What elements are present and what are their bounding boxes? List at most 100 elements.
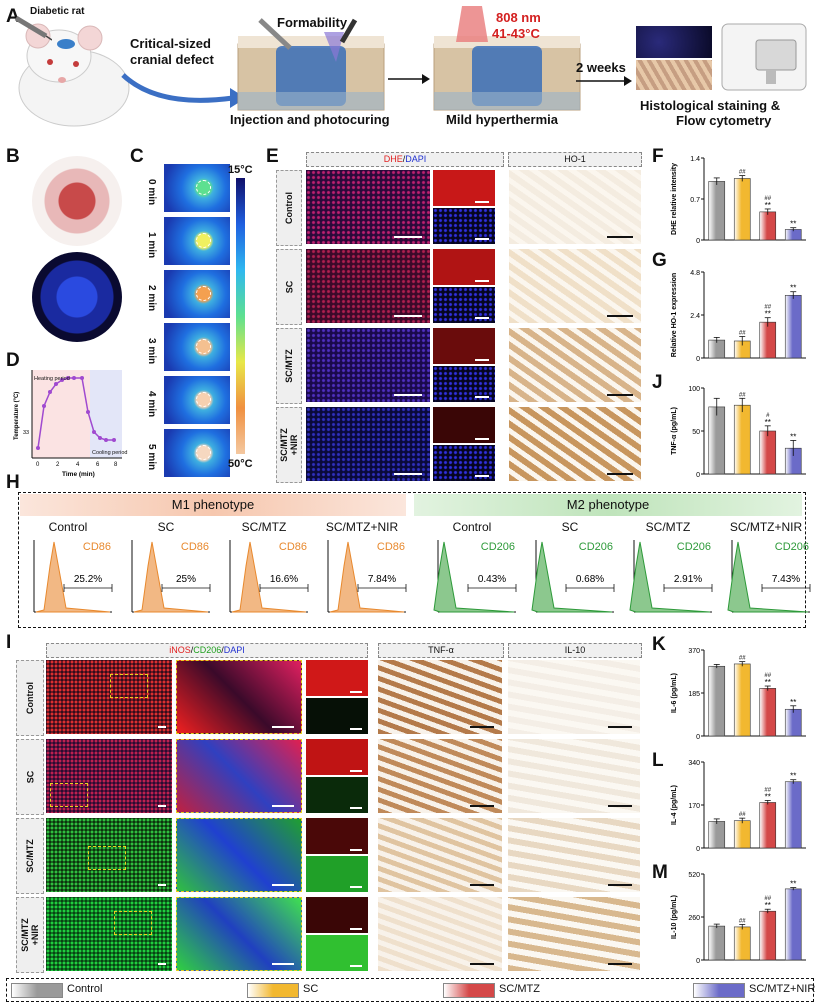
flow-histogram: CD86 25.2% <box>33 540 113 613</box>
panel-label-l: L <box>652 750 664 771</box>
histogram-peak <box>629 541 711 613</box>
y-axis-label: Relative HO-1 expression <box>671 273 678 357</box>
i-row-label-text: SC/MTZ +NIR <box>20 918 40 952</box>
e-header-ho1: HO-1 <box>508 152 642 167</box>
bar <box>708 339 726 359</box>
panel-label-f: F <box>652 146 664 167</box>
scale-bar <box>607 473 633 475</box>
ho1-ihc-image <box>509 249 641 323</box>
scale-bar <box>158 726 166 728</box>
marker-label: CD86 <box>181 541 209 553</box>
thermal-colorbar <box>236 178 245 454</box>
scale-bar <box>350 886 362 888</box>
syringe-icon <box>14 15 52 41</box>
significance-mark: ## <box>764 305 771 311</box>
y-tick-label: 2.4 <box>690 313 700 320</box>
scale-bar <box>608 805 632 807</box>
bar <box>784 708 802 737</box>
step3-label-1: Histological staining & <box>640 98 781 113</box>
bar <box>759 910 777 961</box>
d-xlabel: Time (min) <box>62 471 95 478</box>
scale-bar <box>272 884 294 886</box>
scale-bar <box>608 884 632 886</box>
dhe-channel-image <box>433 170 495 206</box>
significance-mark: ## <box>739 331 746 337</box>
panel-label-i: I <box>6 632 12 653</box>
scale-bar <box>272 726 294 728</box>
il10-ihc-image <box>508 897 640 971</box>
photocuring-photo <box>32 252 122 342</box>
legend-swatch <box>443 983 495 998</box>
flow-histogram: CD86 25% <box>131 540 211 613</box>
bar <box>759 802 777 849</box>
significance-mark: ## <box>764 896 771 902</box>
formability-label: Formability <box>277 15 348 30</box>
ho1-ihc-image <box>509 328 641 402</box>
thermal-time-label: 5 min <box>146 444 157 471</box>
gate-percentage: 7.43% <box>772 574 800 585</box>
gate-percentage: 0.43% <box>478 574 506 585</box>
significance-mark: ** <box>765 310 771 319</box>
heating-label: Heating period <box>34 376 70 382</box>
flow-group-title: SC/MTZ+NIR <box>325 520 399 534</box>
significance-mark: ## <box>739 812 746 818</box>
e-row-label: SC/MTZ +NIR <box>276 407 302 483</box>
y-tick-label: 0 <box>696 238 700 245</box>
thermal-time-label: 2 min <box>146 285 157 312</box>
e-row-label: Control <box>276 170 302 246</box>
legend-swatch <box>11 983 63 998</box>
fluor-overview-image <box>46 739 172 813</box>
gate-percentage: 16.6% <box>270 574 298 585</box>
significance-mark: ## <box>739 170 746 176</box>
zoom-box <box>50 783 88 807</box>
fluor-overview-image <box>46 660 172 734</box>
e-row-label-text: Control <box>284 192 294 224</box>
scale-bar <box>350 691 362 693</box>
fluor-zoom-image <box>176 660 302 734</box>
bar <box>784 294 802 359</box>
defect-label-2: cranial defect <box>130 52 214 67</box>
gate-percentage: 2.91% <box>674 574 702 585</box>
rat-illustration <box>18 23 130 127</box>
significance-mark: ** <box>790 432 796 441</box>
bar <box>733 404 751 475</box>
histology-thumb-fluor <box>636 26 712 58</box>
significance-mark: ** <box>790 220 796 229</box>
scale-bar <box>158 884 166 886</box>
legend-swatch <box>693 983 745 998</box>
step1-label: Injection and photocuring <box>230 112 390 127</box>
m2-phenotype-banner: M2 phenotype <box>414 494 802 516</box>
dhe-dapi-merged-image <box>306 249 430 323</box>
significance-mark: ## <box>764 196 771 202</box>
m1-phenotype-banner: M1 phenotype <box>20 494 406 516</box>
legend-label: SC <box>303 983 319 995</box>
scale-bar <box>608 963 632 965</box>
marker-label: CD206 <box>775 541 809 553</box>
histogram-peak <box>531 541 613 613</box>
flow-group-title: SC <box>561 520 579 534</box>
marker-label: CD86 <box>377 541 405 553</box>
scale-bar <box>475 475 489 477</box>
m2-phenotype-label: M2 phenotype <box>566 497 650 512</box>
legend-swatch <box>247 983 299 998</box>
scale-bar <box>350 849 362 851</box>
il10-ihc-image <box>508 818 640 892</box>
laser-temperature: 41-43°C <box>492 26 540 41</box>
e-row-label: SC/MTZ <box>276 328 302 404</box>
e-row-label-text: SC <box>283 280 294 294</box>
bar <box>784 888 802 961</box>
scale-bar <box>470 963 494 965</box>
y-tick-label: 170 <box>688 803 700 810</box>
ho1-ihc-image <box>509 407 641 481</box>
significance-mark: ** <box>790 772 796 781</box>
temperature-curve-chart: Heating period Cooling period 33 0 2 4 6… <box>14 370 127 478</box>
surgery-photo <box>32 156 122 246</box>
flow-histogram: CD206 0.68% <box>531 540 615 613</box>
step3-label-2: Flow cytometry <box>676 113 772 128</box>
bar <box>708 821 726 849</box>
scale-bar <box>394 394 422 396</box>
bar <box>708 181 726 241</box>
